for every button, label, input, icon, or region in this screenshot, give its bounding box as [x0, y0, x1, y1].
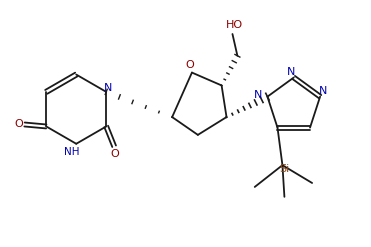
Text: O: O [14, 120, 23, 129]
Text: N: N [104, 83, 112, 93]
Text: O: O [111, 149, 119, 159]
Text: N: N [254, 90, 263, 100]
Text: Si: Si [279, 164, 289, 174]
Text: NH: NH [63, 147, 79, 157]
Text: O: O [186, 60, 194, 70]
Text: N: N [287, 67, 295, 77]
Text: N: N [319, 86, 327, 96]
Text: HO: HO [226, 20, 243, 30]
